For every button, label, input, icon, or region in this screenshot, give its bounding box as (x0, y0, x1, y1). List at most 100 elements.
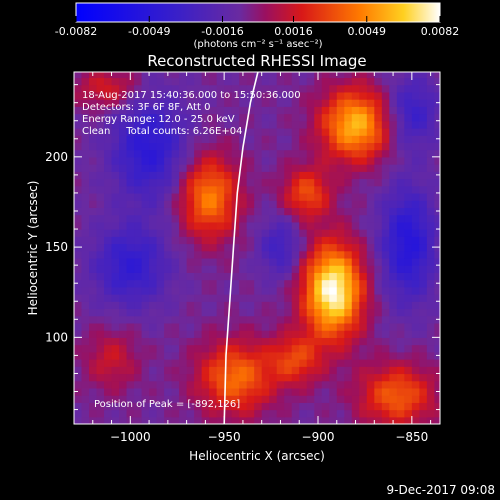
heatmap-cell (321, 72, 330, 79)
heatmap-cell (299, 265, 308, 273)
heatmap-cell (194, 185, 203, 194)
heatmap-cell (224, 99, 233, 107)
heatmap-cell (269, 149, 278, 158)
heatmap-cell (186, 308, 195, 317)
heatmap-cell (411, 149, 420, 158)
heatmap-cell (126, 337, 135, 346)
heatmap-cell (261, 250, 270, 259)
heatmap-cell (126, 99, 135, 107)
heatmap-cell (359, 135, 368, 143)
heatmap-cell (344, 294, 353, 302)
heatmap-cell (231, 120, 240, 129)
heatmap-cell (156, 142, 165, 151)
heatmap-cell (291, 366, 300, 375)
heatmap-cell (231, 84, 240, 93)
heatmap-cell (411, 294, 420, 302)
heatmap-cell (291, 344, 300, 353)
heatmap-cell (104, 315, 113, 324)
heatmap-cell (104, 72, 113, 79)
heatmap-cell (186, 373, 195, 382)
heatmap-cell (89, 113, 98, 122)
heatmap-cell (134, 200, 143, 208)
heatmap-cell (104, 416, 113, 424)
heatmap-cell (216, 185, 225, 194)
heatmap-cell (321, 127, 330, 136)
heatmap-cell (276, 200, 285, 208)
heatmap-cell (186, 409, 195, 418)
heatmap-cell (96, 243, 105, 252)
heatmap-cell (209, 185, 218, 194)
heatmap-cell (111, 257, 120, 266)
heatmap-cell (284, 142, 293, 151)
y-tick-label: 150 (45, 240, 68, 254)
heatmap-cell (231, 99, 240, 107)
heatmap-cell (186, 149, 195, 158)
heatmap-cell (224, 171, 233, 180)
heatmap-cell (119, 351, 128, 360)
heatmap-cell (149, 373, 158, 382)
heatmap-cell (404, 294, 413, 302)
heatmap-cell (164, 214, 173, 223)
heatmap-cell (231, 156, 240, 165)
heatmap-cell (366, 344, 375, 353)
heatmap-cell (321, 402, 330, 411)
heatmap-cell (306, 99, 315, 107)
heatmap-cell (254, 294, 263, 302)
heatmap-cell (426, 380, 435, 389)
heatmap-cell (381, 337, 390, 346)
heatmap-cell (179, 72, 188, 79)
heatmap-cell (81, 402, 90, 411)
heatmap-cell (81, 257, 90, 266)
heatmap-cell (89, 77, 98, 86)
heatmap-cell (299, 164, 308, 172)
heatmap-cell (359, 395, 368, 403)
heatmap-cell (359, 351, 368, 360)
heatmap-cell (156, 135, 165, 143)
heatmap-cell (389, 330, 398, 338)
heatmap-cell (81, 265, 90, 273)
heatmap-cell (419, 113, 428, 122)
heatmap-cell (299, 416, 308, 424)
heatmap-cell (374, 380, 383, 389)
heatmap-cell (164, 84, 173, 93)
heatmap-cell (359, 77, 368, 86)
heatmap-cell (381, 127, 390, 136)
heatmap-cell (261, 236, 270, 245)
heatmap-cell (314, 156, 323, 165)
heatmap-cell (336, 409, 345, 418)
heatmap-cell (134, 359, 143, 367)
heatmap-cell (321, 185, 330, 194)
heatmap-cell (381, 294, 390, 302)
heatmap-cell (389, 164, 398, 172)
heatmap-cell (81, 127, 90, 136)
heatmap-cell (366, 99, 375, 107)
heatmap-cell (81, 229, 90, 237)
heatmap-cell (419, 164, 428, 172)
heatmap-cell (216, 330, 225, 338)
heatmap-cell (231, 192, 240, 201)
heatmap-cell (404, 229, 413, 237)
heatmap-cell (171, 142, 180, 151)
heatmap-cell (81, 344, 90, 353)
heatmap-cell (164, 221, 173, 230)
heatmap-cell (216, 250, 225, 259)
heatmap-cell (434, 373, 440, 382)
heatmap-cell (411, 236, 420, 245)
heatmap-cell (314, 373, 323, 382)
heatmap-cell (194, 99, 203, 107)
heatmap-cell (194, 286, 203, 295)
heatmap-cell (381, 272, 390, 281)
heatmap-cell (269, 185, 278, 194)
heatmap-cell (89, 366, 98, 375)
heatmap-cell (291, 301, 300, 310)
heatmap-cell (246, 301, 255, 310)
heatmap-cell (111, 72, 120, 79)
heatmap-cell (239, 286, 248, 295)
heatmap-cell (126, 185, 135, 194)
heatmap-cell (419, 156, 428, 165)
plot-frame (73, 71, 441, 425)
heatmap-cell (216, 207, 225, 216)
heatmap-cell (96, 416, 105, 424)
heatmap-cell (111, 409, 120, 418)
heatmap-cell (306, 387, 315, 396)
